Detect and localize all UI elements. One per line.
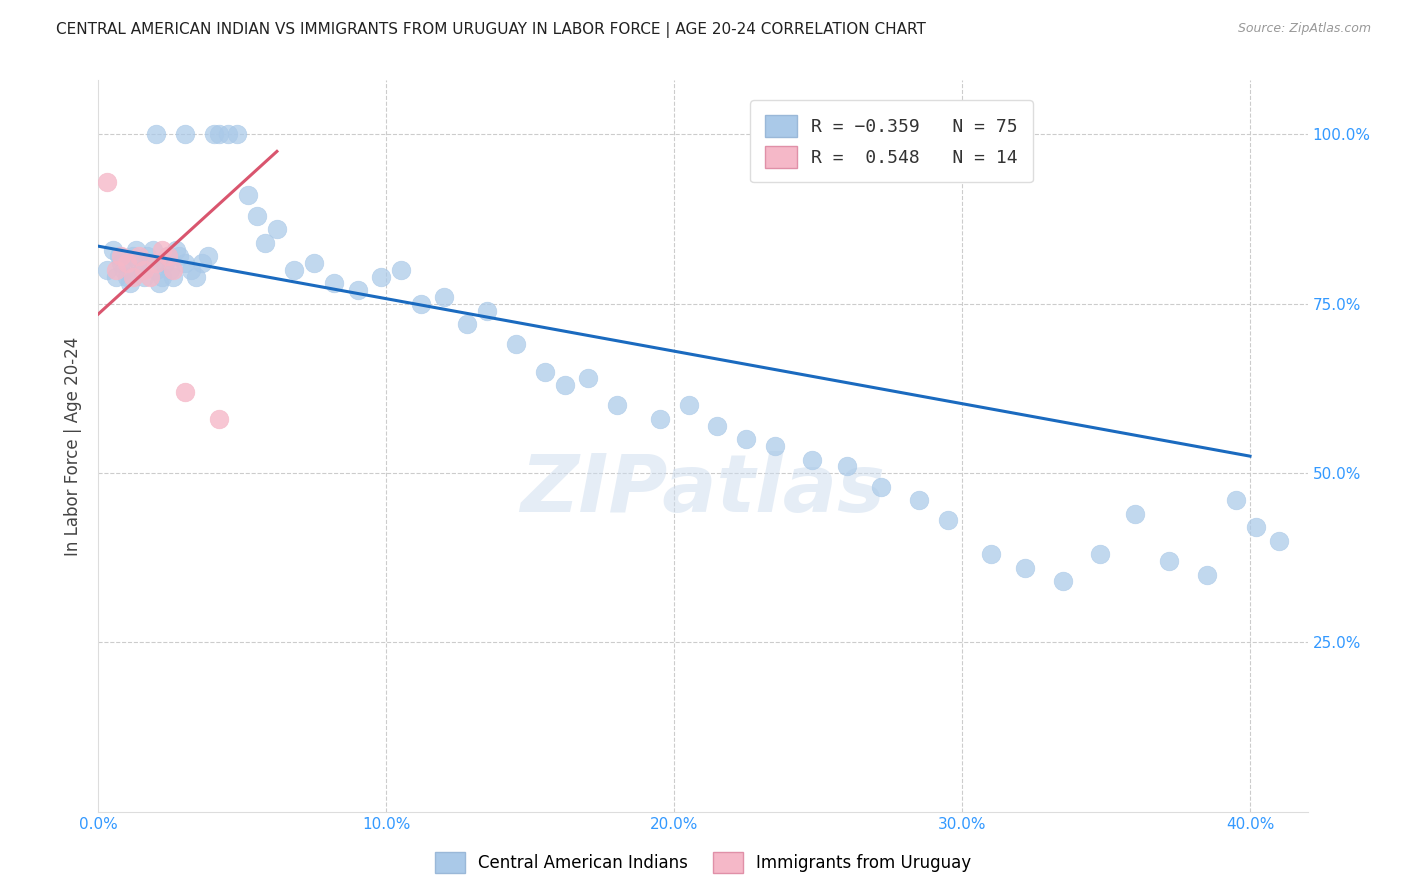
Point [110, 256, 132, 270]
Point [433, 290, 456, 304]
Point [150, 269, 173, 284]
Point [173, 128, 195, 142]
Point [125, 243, 148, 257]
Point [1244, 520, 1267, 534]
Point [870, 480, 893, 494]
Point [208, 128, 231, 142]
Point [283, 263, 305, 277]
Point [156, 249, 179, 263]
Point [1268, 533, 1291, 548]
Point [208, 412, 231, 426]
Point [191, 256, 214, 270]
Point [115, 269, 138, 284]
Point [139, 256, 162, 270]
Point [225, 128, 247, 142]
Point [246, 209, 269, 223]
Point [236, 188, 259, 202]
Point [145, 263, 167, 277]
Point [323, 277, 346, 291]
Point [112, 263, 135, 277]
Point [104, 269, 127, 284]
Point [167, 249, 190, 263]
Point [202, 128, 225, 142]
Point [128, 256, 150, 270]
Point [156, 249, 179, 263]
Point [122, 269, 145, 284]
Point [1159, 554, 1181, 568]
Point [606, 398, 628, 412]
Legend: R = −0.359   N = 75, R =  0.548   N = 14: R = −0.359 N = 75, R = 0.548 N = 14 [749, 100, 1032, 182]
Point [576, 371, 599, 385]
Point [346, 283, 368, 297]
Point [908, 493, 931, 508]
Point [173, 256, 195, 270]
Point [370, 269, 392, 284]
Point [145, 256, 167, 270]
Point [409, 297, 432, 311]
Point [648, 412, 671, 426]
Point [254, 235, 277, 250]
Point [475, 303, 498, 318]
Point [173, 384, 195, 399]
Point [120, 277, 142, 291]
Point [1195, 567, 1218, 582]
Point [217, 128, 239, 142]
Point [186, 269, 208, 284]
Point [96, 175, 118, 189]
Point [101, 243, 124, 257]
Point [197, 249, 219, 263]
Point [110, 249, 132, 263]
Point [134, 263, 156, 277]
Point [980, 547, 1002, 561]
Text: ZIPatlas: ZIPatlas [520, 450, 886, 529]
Point [1052, 574, 1074, 589]
Point [153, 256, 176, 270]
Point [115, 256, 138, 270]
Point [96, 263, 118, 277]
Point [134, 269, 156, 284]
Point [148, 277, 170, 291]
Point [533, 364, 555, 378]
Point [1090, 547, 1112, 561]
Point [136, 249, 159, 263]
Y-axis label: In Labor Force | Age 20-24: In Labor Force | Age 20-24 [65, 336, 83, 556]
Point [735, 432, 758, 446]
Point [150, 243, 173, 257]
Point [304, 256, 326, 270]
Point [1123, 507, 1146, 521]
Point [162, 269, 184, 284]
Point [1225, 493, 1247, 508]
Point [128, 249, 150, 263]
Text: CENTRAL AMERICAN INDIAN VS IMMIGRANTS FROM URUGUAY IN LABOR FORCE | AGE 20-24 CO: CENTRAL AMERICAN INDIAN VS IMMIGRANTS FR… [56, 22, 927, 38]
Point [122, 249, 145, 263]
Point [139, 269, 162, 284]
Point [107, 249, 129, 263]
Point [678, 398, 700, 412]
Point [142, 243, 165, 257]
Point [131, 263, 153, 277]
Point [1014, 561, 1036, 575]
Point [554, 378, 576, 392]
Point [180, 263, 202, 277]
Point [165, 243, 187, 257]
Legend: Central American Indians, Immigrants from Uruguay: Central American Indians, Immigrants fro… [427, 846, 979, 880]
Point [145, 128, 167, 142]
Point [835, 459, 858, 474]
Point [706, 418, 728, 433]
Point [266, 222, 288, 236]
Text: Source: ZipAtlas.com: Source: ZipAtlas.com [1237, 22, 1371, 36]
Point [159, 263, 181, 277]
Point [505, 337, 527, 351]
Point [801, 452, 824, 467]
Point [936, 514, 959, 528]
Point [389, 263, 412, 277]
Point [763, 439, 786, 453]
Point [104, 263, 127, 277]
Point [162, 263, 184, 277]
Point [456, 317, 478, 331]
